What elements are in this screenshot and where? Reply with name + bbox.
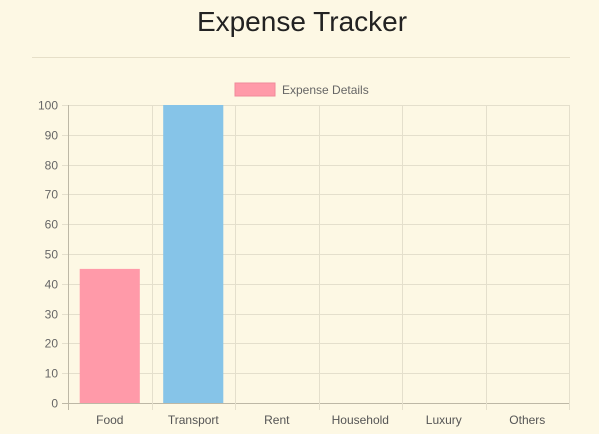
chart-legend[interactable]: Expense Details bbox=[234, 82, 369, 97]
legend-swatch[interactable] bbox=[234, 82, 276, 97]
bar-food[interactable] bbox=[79, 268, 140, 403]
bar-transport[interactable] bbox=[163, 105, 224, 403]
y-tick-label: 40 bbox=[45, 278, 59, 292]
legend-label: Expense Details bbox=[282, 83, 369, 97]
y-tick-label: 80 bbox=[45, 159, 59, 173]
y-tick-label: 0 bbox=[51, 397, 58, 411]
x-tick-label: Transport bbox=[168, 413, 220, 427]
y-tick-label: 100 bbox=[38, 99, 58, 113]
y-tick-label: 30 bbox=[45, 308, 59, 322]
chart-bars bbox=[79, 105, 224, 403]
page-title: Expense Tracker bbox=[196, 6, 408, 37]
y-tick-label: 20 bbox=[45, 337, 59, 351]
y-tick-label: 70 bbox=[45, 188, 59, 202]
y-tick-label: 50 bbox=[45, 248, 59, 262]
title-divider bbox=[32, 57, 570, 58]
y-tick-label: 10 bbox=[45, 367, 59, 381]
x-tick-label: Household bbox=[332, 413, 389, 427]
x-tick-label: Luxury bbox=[426, 413, 462, 427]
x-tick-label: Food bbox=[96, 413, 123, 427]
y-tick-label: 60 bbox=[45, 218, 59, 232]
x-tick-label: Others bbox=[509, 413, 545, 427]
chart-axes: 0 10 20 30 40 50 60 70 80 90 100 Food Transport Rent H… bbox=[38, 99, 545, 428]
chart-grid bbox=[62, 105, 570, 410]
y-tick-label: 90 bbox=[45, 129, 59, 143]
x-tick-label: Rent bbox=[264, 413, 290, 427]
